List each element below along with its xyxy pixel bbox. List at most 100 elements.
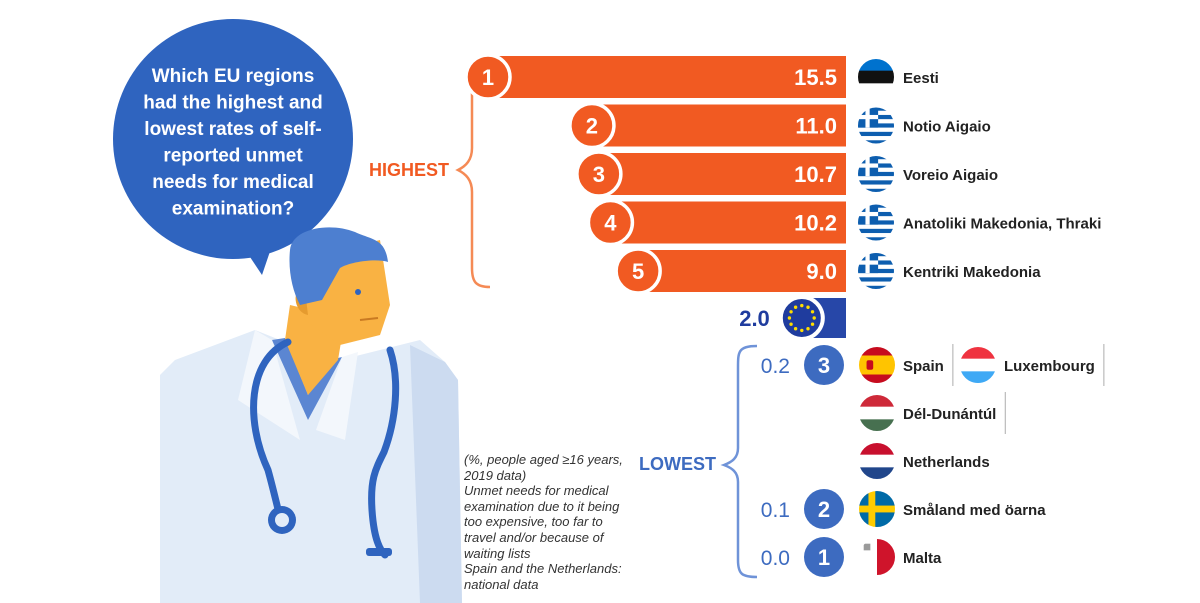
lowest-value-label: 0.0 (761, 547, 790, 570)
footnote-line: 2019 data) (464, 467, 527, 483)
greece-flag-icon (856, 105, 896, 146)
highest-label: HIGHEST (369, 160, 449, 180)
highest-row: 4 10.2 Anatoliki Makedonia, Thraki (586, 198, 1101, 247)
stethoscope-chestpiece-inner (275, 513, 289, 527)
doctor-shirt (272, 338, 342, 420)
lowest-regions: 0.2 3 Spain Luxembourg Dél-Dunántúl Netherlan… (761, 344, 1105, 577)
bar-value-label: 15.5 (794, 65, 837, 90)
footnote-line: national data (464, 576, 539, 592)
rank-number: 5 (632, 259, 644, 284)
rank-badge (804, 537, 844, 577)
lowest-group-row: 0.1 2 Småland med öarna (761, 489, 1046, 529)
eu-flag-icon (780, 297, 823, 339)
lowest-region: Netherlands (857, 441, 990, 481)
estonia-flag-icon (856, 57, 896, 97)
rank-badge (614, 247, 662, 295)
region-name: Eesti (903, 70, 939, 87)
footnote-line: waiting lists (464, 545, 531, 561)
region-name: Kentriki Makedonia (903, 264, 1041, 281)
doctor-illustration (160, 227, 462, 603)
doctor-eye (355, 289, 361, 295)
lowest-value-label: 0.2 (761, 355, 790, 378)
highest-row: 2 11.0 Notio Aigaio (568, 101, 991, 150)
rank-badge (575, 150, 623, 198)
doctor-mouth (359, 317, 379, 321)
bar-value-label: 10.7 (794, 162, 837, 187)
lowest-region: Luxembourg (958, 344, 1105, 386)
region-name: Spain (903, 358, 944, 375)
stethoscope-tip (366, 548, 392, 556)
bar-value-label: 10.2 (794, 211, 837, 236)
question-line: had the highest and (143, 93, 322, 114)
highest-row: 5 9.0 Kentriki Makedonia (614, 247, 1041, 295)
doctor-lapel-right (316, 352, 358, 440)
bar (598, 153, 846, 195)
rank-badge (804, 345, 844, 385)
rank-badge (804, 489, 844, 529)
region-name: Notio Aigaio (903, 119, 991, 136)
region-name: Dél-Dunántúl (903, 406, 996, 423)
footnote-line: too expensive, too far to (464, 514, 603, 530)
question-line: Which EU regions (152, 66, 315, 87)
footnote-line: (%, people aged ≥16 years, (464, 452, 623, 467)
region-name: Luxembourg (1004, 358, 1095, 375)
eu-average: 2.0 (739, 295, 846, 341)
malta-flag-icon (857, 537, 897, 577)
lowest-region: Malta (857, 537, 942, 577)
footnote-line: Unmet needs for medical (464, 483, 609, 499)
speech-bubble: Which EU regions had the highest and lowes… (113, 19, 353, 275)
lowest-group-row: 0.2 3 Spain Luxembourg Dél-Dunántúl Netherlan… (761, 344, 1105, 481)
lowest-region: Spain (857, 344, 954, 386)
question-line: lowest rates of self- (144, 119, 321, 140)
doctor-lapel-left (238, 330, 300, 440)
netherlands-flag-icon (857, 441, 897, 481)
bar (610, 201, 846, 244)
footnote-line: examination due to it being (464, 498, 620, 514)
footnote-line: travel and/or because of (464, 529, 604, 545)
bar-value-label: 11.0 (795, 114, 837, 139)
rank-badge (464, 53, 512, 101)
speech-bubble-circle (113, 19, 353, 259)
region-name: Voreio Aigaio (903, 167, 998, 184)
rank-number: 3 (593, 162, 605, 187)
highest-row: 3 10.7 Voreio Aigaio (575, 150, 998, 198)
lowest-bracket (720, 344, 758, 579)
region-name: Malta (903, 550, 942, 567)
doctor-coat (160, 330, 462, 603)
region-name: Anatoliki Makedonia, Thraki (903, 216, 1101, 233)
footnote-line: Spain and the Netherlands: (464, 561, 622, 577)
rank-number: 4 (604, 211, 617, 236)
rank-number: 2 (586, 114, 598, 139)
bar (591, 104, 846, 147)
luxembourg-flag-icon (958, 345, 998, 385)
greece-flag-icon (856, 154, 896, 194)
sweden-flag-icon (857, 489, 897, 529)
bar (488, 56, 846, 98)
bar (638, 250, 846, 292)
question-line: reported unmet (163, 146, 303, 167)
bar-value-label: 9.0 (806, 259, 837, 284)
rank-badge (586, 198, 635, 247)
question-line: needs for medical (152, 172, 314, 193)
question-text: Which EU regions had the highest and lowes… (143, 66, 322, 220)
region-name: Småland med öarna (903, 502, 1046, 519)
region-name: Netherlands (903, 454, 990, 471)
lowest-group-row: 0.0 1 Malta (761, 537, 942, 577)
lowest-value-label: 0.1 (761, 499, 790, 522)
spain-flag-icon (857, 345, 897, 385)
lowest-label: LOWEST (639, 454, 716, 474)
rank-number: 2 (818, 497, 830, 522)
rank-number: 3 (818, 353, 830, 378)
doctor-hair (289, 227, 388, 305)
question-line: examination? (172, 199, 294, 220)
lowest-region: Småland med öarna (857, 489, 1046, 529)
footnote: (%, people aged ≥16 years, 2019 data) Unme… (464, 452, 654, 592)
highest-bars: 1 15.5 Eesti 2 11.0 Notio Aigaio 3 10.7 Voreio A… (464, 53, 1101, 295)
greece-flag-icon (856, 251, 896, 291)
rank-badge (568, 101, 616, 150)
highest-row: 1 15.5 Eesti (464, 53, 939, 101)
lowest-region: Dél-Dunántúl (857, 392, 1006, 434)
eu-value-label: 2.0 (739, 306, 770, 331)
rank-number: 1 (482, 65, 494, 90)
